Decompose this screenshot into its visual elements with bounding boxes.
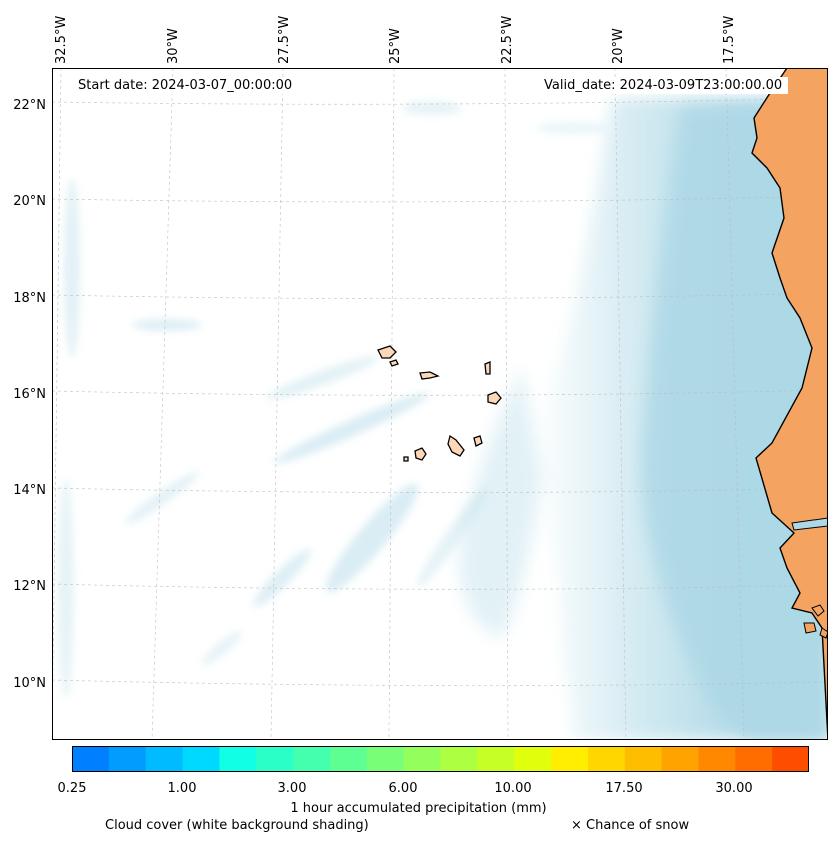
colorbar-tick-3-00: 3.00 bbox=[277, 781, 307, 796]
island-sao-vicente bbox=[389, 359, 399, 367]
colorbar-segment bbox=[440, 746, 478, 772]
colorbar-segment bbox=[551, 746, 589, 772]
colorbar-segment bbox=[772, 746, 809, 772]
island-santo-antao bbox=[377, 345, 397, 359]
lon-label-30w: 30°W bbox=[166, 28, 181, 64]
colorbar-segment bbox=[735, 746, 773, 772]
valid-date-label: Valid_date: 2024-03-09T23:00:00.00 bbox=[538, 77, 789, 94]
snow-legend: × Chance of snow bbox=[571, 818, 690, 833]
colorbar-segment bbox=[477, 746, 515, 772]
colorbar-segment bbox=[698, 746, 736, 772]
colorbar-tick-6-00: 6.00 bbox=[388, 781, 418, 796]
colorbar-segment bbox=[624, 746, 663, 772]
coastal-islands bbox=[803, 604, 828, 639]
lat-label-20n: 20°N bbox=[13, 194, 46, 209]
island-maio bbox=[473, 435, 483, 447]
colorbar-segment bbox=[72, 746, 110, 772]
senegal-river-inlet bbox=[791, 517, 828, 531]
colorbar-label: 1 hour accumulated precipitation (mm) bbox=[290, 801, 547, 816]
island-sal bbox=[484, 361, 491, 375]
colorbar-segment bbox=[219, 746, 257, 772]
cape-verde-islands bbox=[377, 345, 502, 462]
island-sao-nicolau bbox=[419, 371, 440, 380]
colorbar-segment bbox=[145, 746, 184, 772]
colorbar-segment bbox=[256, 746, 294, 772]
colorbar-segment bbox=[293, 746, 331, 772]
start-date-label: Start date: 2024-03-07_00:00:00 bbox=[72, 77, 299, 94]
map-gridlines bbox=[52, 68, 828, 740]
lon-label-22-5w: 22.5°W bbox=[500, 15, 515, 64]
colorbar-segment bbox=[514, 746, 552, 772]
cloud-cover-east bbox=[459, 98, 828, 740]
colorbar-tick-0-25: 0.25 bbox=[57, 781, 87, 796]
precipitation-colorbar bbox=[72, 746, 809, 772]
lon-label-27-5w: 27.5°W bbox=[277, 15, 292, 64]
colorbar-tick-30-00: 30.00 bbox=[715, 781, 753, 796]
colorbar-segment bbox=[329, 746, 368, 772]
cloud-cover-streaks bbox=[58, 101, 607, 698]
lon-label-17-5w: 17.5°W bbox=[722, 15, 737, 64]
island-boa-vista bbox=[487, 391, 502, 405]
colorbar-segment bbox=[108, 746, 147, 772]
colorbar-frame bbox=[72, 746, 809, 772]
africa-mainland bbox=[751, 68, 828, 740]
colorbar-segment bbox=[587, 746, 626, 772]
map-canvas[interactable] bbox=[52, 68, 828, 740]
map-frame bbox=[52, 68, 828, 740]
lon-label-20w: 20°W bbox=[611, 28, 626, 64]
lat-label-22n: 22°N bbox=[13, 98, 46, 113]
lat-label-18n: 18°N bbox=[13, 291, 46, 306]
colorbar-segment bbox=[661, 746, 700, 772]
island-fogo bbox=[414, 447, 427, 461]
colorbar-tick-10-00: 10.00 bbox=[494, 781, 532, 796]
lon-label-25w: 25°W bbox=[388, 28, 403, 64]
colorbar-segment bbox=[403, 746, 442, 772]
lat-label-10n: 10°N bbox=[13, 676, 46, 691]
lon-label-32-5w: 32.5°W bbox=[54, 15, 69, 64]
cloud-cover-legend: Cloud cover (white background shading) bbox=[105, 818, 369, 833]
colorbar-tick-17-50: 17.50 bbox=[605, 781, 643, 796]
island-brava bbox=[403, 456, 409, 462]
colorbar-tick-1-00: 1.00 bbox=[167, 781, 197, 796]
lat-label-12n: 12°N bbox=[13, 579, 46, 594]
lat-label-14n: 14°N bbox=[13, 483, 46, 498]
colorbar-segment bbox=[366, 746, 405, 772]
lat-label-16n: 16°N bbox=[13, 387, 46, 402]
island-santiago bbox=[447, 434, 465, 457]
colorbar-segment bbox=[182, 746, 220, 772]
